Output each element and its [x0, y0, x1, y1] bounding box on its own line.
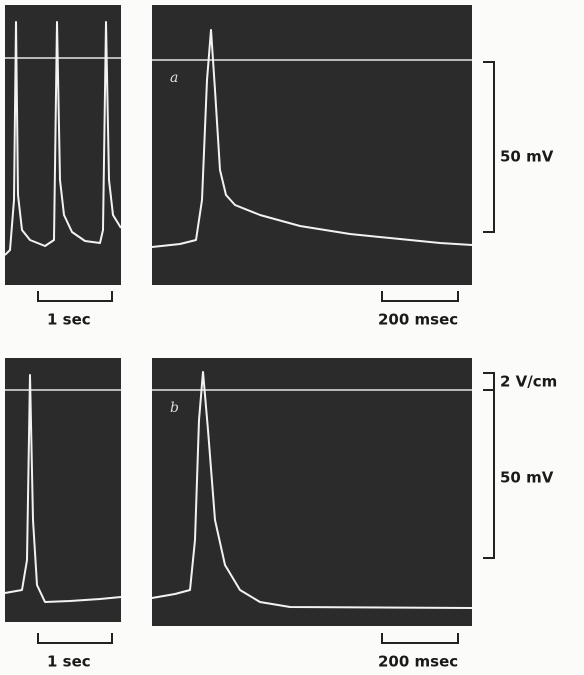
gain-label: 2 V/cm: [500, 373, 557, 391]
figure: a 50 mV 1 sec 200 msec b 2 V/cm 50 mV 1 …: [0, 0, 584, 675]
time-scale-bar: [38, 633, 112, 643]
time-scale-bar: [38, 291, 112, 301]
time-scale-bar: [382, 633, 458, 643]
time-label: 200 msec: [378, 311, 458, 329]
panel-b: b 2 V/cm 50 mV 1 sec 200 msec: [5, 358, 557, 671]
panel-a: a 50 mV 1 sec 200 msec: [5, 5, 554, 329]
gain-scale-bar: [483, 373, 494, 390]
panel-label: b: [170, 400, 179, 416]
voltage-scale-bar: [483, 390, 494, 558]
time-label: 200 msec: [378, 653, 458, 671]
time-label: 1 sec: [47, 653, 91, 671]
time-label: 1 sec: [47, 311, 91, 329]
scope-screen: [152, 5, 472, 285]
voltage-scale-bar: [483, 62, 494, 232]
voltage-label: 50 mV: [500, 148, 554, 166]
panel-label: a: [170, 70, 178, 86]
voltage-label: 50 mV: [500, 469, 554, 487]
time-scale-bar: [382, 291, 458, 301]
